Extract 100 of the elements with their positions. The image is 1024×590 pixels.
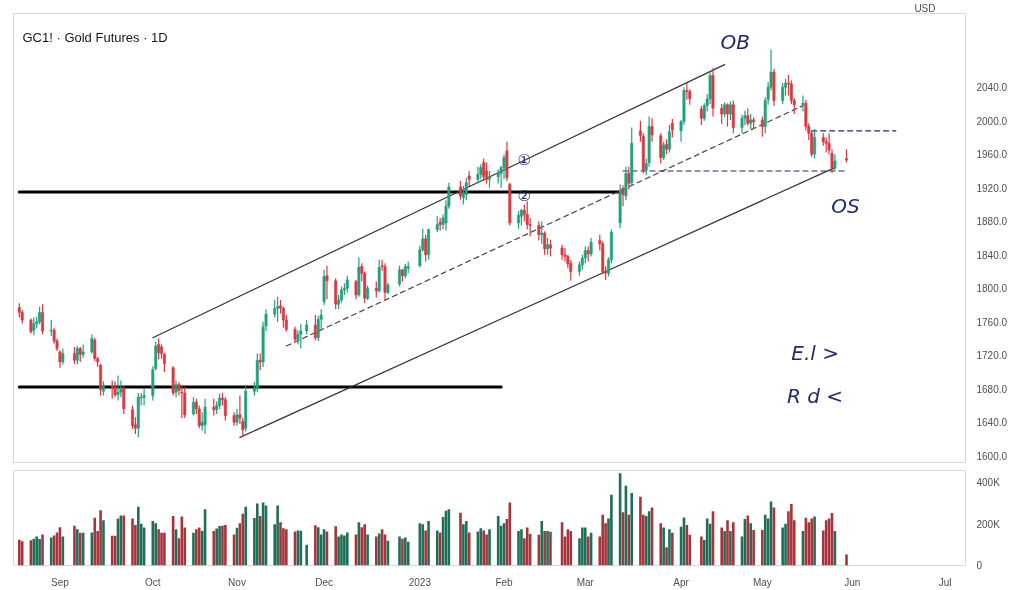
bar bbox=[131, 518, 134, 566]
candlestick bbox=[488, 170, 491, 189]
x-tick-label: Oct bbox=[145, 576, 161, 588]
bar bbox=[18, 539, 21, 566]
candlestick bbox=[203, 398, 207, 435]
candlestick bbox=[731, 100, 735, 134]
candlestick bbox=[537, 220, 541, 242]
candlestick bbox=[223, 396, 227, 422]
bar bbox=[157, 529, 160, 566]
bar bbox=[763, 514, 767, 566]
bar bbox=[93, 517, 97, 566]
bar bbox=[20, 541, 24, 566]
bar bbox=[723, 531, 726, 566]
bar bbox=[279, 522, 282, 566]
bar bbox=[464, 521, 468, 566]
bar bbox=[459, 512, 462, 566]
bar bbox=[752, 529, 755, 566]
bar bbox=[102, 520, 105, 566]
candlestick bbox=[740, 114, 744, 134]
bar bbox=[256, 503, 259, 566]
y-tick-label: 1760.0 bbox=[976, 316, 1008, 328]
bar bbox=[334, 526, 337, 566]
bar bbox=[285, 529, 288, 566]
candlestick bbox=[650, 117, 654, 143]
y-tick-label: 1640.0 bbox=[976, 417, 1008, 429]
bar bbox=[160, 532, 163, 566]
bar bbox=[517, 531, 520, 566]
x-tick-label: Nov bbox=[228, 576, 246, 588]
bar bbox=[337, 536, 340, 566]
bar bbox=[360, 527, 364, 566]
bar bbox=[197, 527, 201, 566]
bar bbox=[665, 547, 668, 566]
candlestick bbox=[377, 259, 381, 294]
bar bbox=[345, 532, 349, 566]
bar bbox=[424, 530, 427, 566]
y-tick-label: 400K bbox=[976, 477, 1001, 489]
bar bbox=[427, 521, 430, 566]
bar bbox=[610, 494, 613, 566]
bar bbox=[583, 527, 587, 566]
annotation: OS bbox=[831, 194, 861, 219]
bar bbox=[761, 529, 764, 566]
y-tick-label: 200K bbox=[976, 518, 1001, 530]
candlestick bbox=[670, 118, 674, 139]
candlestick bbox=[569, 259, 573, 282]
y-tick-label: 1680.0 bbox=[976, 383, 1008, 395]
candlestick bbox=[325, 265, 329, 300]
candlestick bbox=[845, 148, 848, 164]
bar bbox=[241, 513, 245, 566]
candlestick bbox=[183, 386, 187, 419]
y-tick-label: 1600.0 bbox=[976, 450, 1008, 462]
bar bbox=[244, 506, 247, 566]
candlestick bbox=[476, 166, 480, 185]
bar bbox=[781, 527, 784, 566]
y-tick-label: 1960.0 bbox=[976, 149, 1008, 161]
text: GC1! · Gold Futures · 1D bbox=[22, 29, 168, 45]
bar bbox=[581, 527, 584, 566]
annotation: R d < bbox=[787, 384, 844, 409]
bar bbox=[520, 529, 523, 566]
candlestick bbox=[517, 210, 520, 230]
candlestick bbox=[665, 138, 669, 155]
candlestick bbox=[685, 82, 689, 101]
annotation: OB bbox=[720, 29, 750, 54]
bar bbox=[488, 529, 491, 566]
bar bbox=[659, 523, 663, 566]
candlestick bbox=[119, 379, 123, 398]
bar bbox=[790, 503, 793, 566]
bar bbox=[845, 554, 848, 566]
bar bbox=[732, 522, 735, 566]
y-axis-title: USD bbox=[914, 2, 936, 14]
bar bbox=[340, 534, 343, 566]
bar bbox=[749, 523, 753, 566]
y-tick-label: 1800.0 bbox=[976, 283, 1008, 295]
candlestick bbox=[659, 132, 663, 165]
candlestick bbox=[589, 237, 593, 258]
candlestick bbox=[485, 162, 489, 185]
bar bbox=[525, 527, 529, 566]
x-tick-label: 2023 bbox=[408, 576, 432, 588]
x-tick-label: Sep bbox=[51, 576, 70, 588]
candlestick bbox=[131, 404, 134, 430]
bar bbox=[366, 534, 369, 566]
candlestick bbox=[354, 279, 358, 300]
candlestick bbox=[621, 184, 625, 207]
bar bbox=[639, 496, 642, 566]
bar bbox=[807, 522, 811, 566]
candlestick bbox=[801, 94, 805, 113]
bar bbox=[343, 535, 346, 566]
candlestick bbox=[72, 346, 76, 365]
bar bbox=[729, 531, 732, 566]
candlestick bbox=[427, 228, 431, 261]
bar bbox=[540, 520, 544, 566]
bar bbox=[137, 506, 140, 566]
candlestick bbox=[90, 333, 94, 355]
bar bbox=[406, 541, 410, 566]
y-tick-label: 1840.0 bbox=[976, 249, 1008, 261]
bar bbox=[363, 524, 366, 566]
bar bbox=[163, 532, 166, 566]
bar bbox=[73, 525, 76, 566]
bar bbox=[276, 505, 279, 566]
candlestick bbox=[424, 234, 428, 263]
candlestick bbox=[464, 177, 468, 201]
